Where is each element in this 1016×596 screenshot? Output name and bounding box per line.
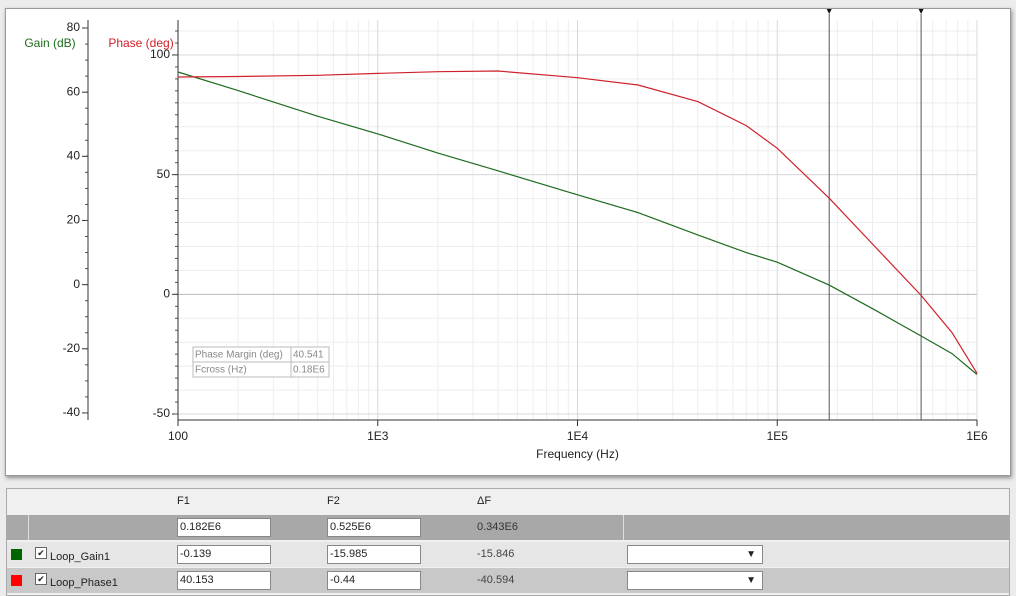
header-row: F1 F2 ΔF [7,489,1009,514]
readout-cell [290,361,330,378]
y2-tick-label: 100 [150,47,170,61]
x-axis-label: Frequency (Hz) [536,447,619,461]
y-tick-label: -40 [63,405,81,419]
y2-tick-label: 0 [163,286,170,300]
y2-axis-label: Phase (deg) [108,36,173,50]
divider [623,515,624,540]
readout-value: 40.541 [293,350,324,361]
dropdown-arrow: ▼ [746,549,756,560]
y-axis-label: Gain (dB) [24,36,75,50]
data-row: ✔ Loop_Gain1 -0.139 -15.985 -15.846 ▼ [7,542,1009,567]
cursor-table: F1 F2 ΔF 0.182E6 0.525E6 0.343E6 ✔ Loop_Gain1 -0… [6,488,1010,596]
y-tick-label: 60 [67,84,81,98]
chart: 100 1E3 1E4 1E5 1E6 Frequency (Hz) -50 0 50 100 -4… [24,6,988,461]
x-tick-label: 100 [168,429,188,443]
data-row: ✔ Loop_Phase1 40.153 -0.44 -40.594 ▼ [7,568,1009,593]
dropdown[interactable]: ▼ [627,571,763,590]
column-header: ΔF [477,495,492,507]
cursor-handle [917,6,926,14]
row-name: Loop_Phase1 [50,577,118,589]
checkbox[interactable]: ✔ [35,573,47,585]
y-tick-label: 80 [67,20,81,34]
dropdown-arrow: ▼ [746,575,756,586]
y-tick-label: -20 [63,341,81,355]
row-name: Loop_Gain1 [50,551,110,563]
input[interactable]: -15.985 [327,545,421,564]
series-line [177,71,978,375]
input[interactable]: -0.44 [327,571,421,590]
y2-tick-label: 50 [157,167,171,181]
cursor-delta: 0.343E6 [477,521,518,533]
x-tick-label: 1E6 [966,429,988,443]
cursor-handle [825,6,834,14]
chart-panel: 100 1E3 1E4 1E5 1E6 Frequency (Hz) -50 0 50 100 -4… [5,6,1011,476]
color-swatch [11,549,22,560]
x-tick-label: 1E5 [767,429,789,443]
readout-label: Phase Margin (deg) [195,350,283,361]
y-tick-label: 40 [67,148,81,162]
column-header: F1 [177,495,190,507]
series-line [177,70,978,374]
input[interactable]: 0.182E6 [177,518,271,537]
readout-value: 0.18E6 [293,365,325,376]
divider [28,515,29,540]
x-tick-label: 1E3 [367,429,389,443]
cursor-row: 0.182E6 0.525E6 0.343E6 [7,515,1009,540]
x-tick-label: 1E4 [567,429,589,443]
input[interactable]: 40.153 [177,571,271,590]
color-swatch [11,575,22,586]
column-header: F2 [327,495,340,507]
readout-label: Fcross (Hz) [195,365,247,376]
y-tick-label: 0 [73,277,80,291]
delta-value: -15.846 [477,548,515,560]
input[interactable]: -0.139 [177,545,271,564]
y2-tick-label: -50 [153,406,171,420]
input[interactable]: 0.525E6 [327,518,421,537]
y-tick-label: 20 [67,213,81,227]
delta-value: -40.594 [477,574,515,586]
checkbox[interactable]: ✔ [35,547,47,559]
dropdown[interactable]: ▼ [627,545,763,564]
